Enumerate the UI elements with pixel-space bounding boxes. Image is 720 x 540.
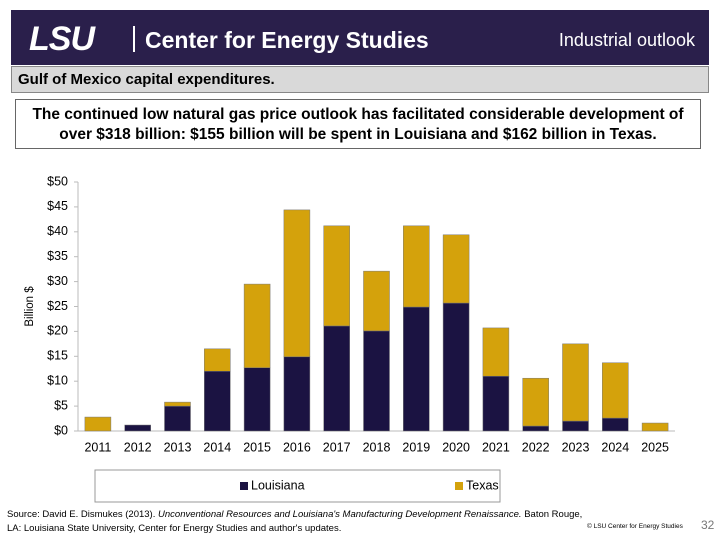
bar-segment	[204, 370, 231, 432]
legend-label: Louisiana	[251, 478, 305, 492]
source-prefix: Source: David E. Dismukes (2013).	[7, 509, 159, 520]
bar-segment	[283, 356, 311, 432]
bar-segment	[562, 343, 589, 422]
bar-segment	[323, 225, 350, 327]
bar-segment	[363, 330, 390, 432]
source-suffix: Baton Rouge,	[521, 509, 583, 520]
x-tick-label: 2022	[522, 440, 550, 454]
x-tick-label: 2025	[641, 440, 669, 454]
bar-segment	[482, 327, 510, 377]
separator	[133, 26, 135, 52]
bar-segment	[442, 302, 470, 432]
y-tick-label: $15	[47, 349, 68, 363]
bar-segment	[323, 325, 350, 432]
bar-segment	[602, 417, 629, 432]
bar-segment	[283, 209, 311, 358]
y-tick-label: $20	[47, 324, 68, 338]
chart: Billion $ $0 $5 $10 $15 $20 $25 $30 $35 $40 $45 $50…	[24, 174, 675, 503]
bar-segment	[403, 225, 430, 308]
y-tick-label: $0	[54, 423, 68, 437]
x-tick-label: 2011	[84, 440, 111, 454]
subtitle: Gulf of Mexico capital expenditures.	[18, 71, 275, 88]
x-tick-label: 2016	[283, 440, 311, 454]
bar-segment	[522, 425, 549, 432]
bar-segment	[403, 306, 430, 432]
header: LSU Center for Energy Studies Industrial…	[11, 10, 709, 65]
y-tick-label: $50	[47, 174, 68, 188]
source: Source: David E. Dismukes (2013). Unconv…	[7, 508, 582, 536]
callout: The continued low natural gas price outl…	[15, 99, 701, 149]
bar-segment	[243, 367, 271, 432]
y-tick-label: $40	[47, 224, 68, 238]
y-tick-label: $5	[54, 398, 68, 412]
y-axis-label: Billion $	[24, 286, 36, 327]
x-tick-label: 2017	[323, 440, 351, 454]
bar-segment	[204, 348, 231, 372]
y-tick-label: $10	[47, 373, 68, 387]
bar-segment	[164, 405, 191, 432]
x-tick-label: 2023	[562, 440, 590, 454]
legend-swatch	[455, 482, 463, 490]
x-tick-label: 2018	[363, 440, 391, 454]
bar-segment	[641, 422, 669, 432]
x-tick-label: 2013	[164, 440, 192, 454]
bar-segment	[522, 377, 549, 427]
bar-segment	[243, 283, 271, 369]
legend-box	[94, 469, 501, 503]
legend-swatch	[240, 482, 248, 490]
bar-segment	[124, 424, 151, 432]
bar-segment	[363, 270, 390, 332]
y-tick-label: $30	[47, 274, 68, 288]
copyright: © LSU Center for Energy Studies	[587, 523, 683, 530]
source-title: Unconventional Resources and Louisiana's…	[158, 509, 522, 520]
subtitle-bar: Gulf of Mexico capital expenditures.	[11, 66, 709, 93]
source-line: LA: Louisiana State University, Center f…	[7, 523, 342, 534]
bar-segment	[84, 416, 112, 432]
bar-segment	[442, 234, 470, 304]
section-title: Industrial outlook	[558, 30, 695, 50]
x-tick-label: 2012	[124, 440, 152, 454]
bar-segment	[482, 375, 510, 432]
y-tick-label: $35	[47, 249, 68, 263]
x-tick-label: 2020	[442, 440, 470, 454]
x-tick-label: 2021	[482, 440, 510, 454]
y-tick-label: $25	[47, 299, 68, 313]
bar-segment	[164, 401, 191, 407]
page-number: 32	[701, 518, 715, 532]
x-tick-label: 2015	[243, 440, 271, 454]
organization: Center for Energy Studies	[145, 27, 429, 53]
bar-segment	[602, 362, 629, 419]
x-tick-label: 2014	[203, 440, 231, 454]
x-tick-label: 2019	[402, 440, 430, 454]
bar-segment	[562, 420, 589, 432]
x-tick-label: 2024	[601, 440, 629, 454]
logo: LSU	[29, 20, 95, 58]
legend-label: Texas	[466, 478, 499, 492]
y-tick-label: $45	[47, 199, 68, 213]
